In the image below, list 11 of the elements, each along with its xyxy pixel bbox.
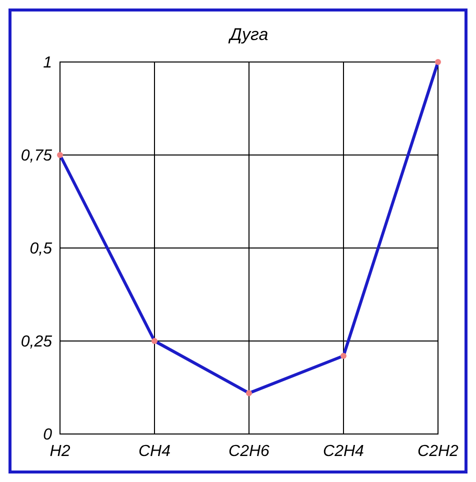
x-tick-label: CH4	[138, 443, 171, 460]
x-tick-label: C2H4	[323, 443, 364, 460]
y-tick-label: 0	[43, 426, 52, 444]
x-tick-label: C2H2	[418, 443, 459, 460]
x-tick-label: H2	[50, 443, 70, 460]
y-tick-label: 0,25	[20, 334, 52, 351]
x-tick-label: C2H6	[228, 443, 270, 460]
y-tick-label: 0,75	[20, 148, 52, 165]
chart-title: Дуга	[228, 25, 268, 44]
y-tick-label: 1	[43, 54, 52, 72]
y-tick-label: 0,5	[30, 240, 52, 258]
